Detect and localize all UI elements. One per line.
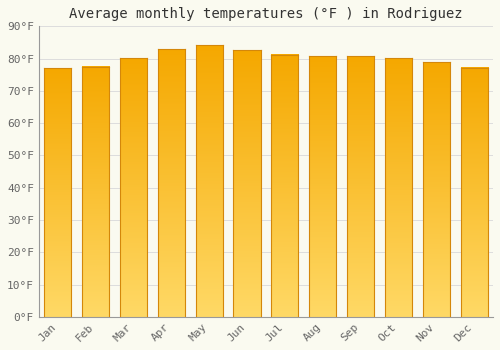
Title: Average monthly temperatures (°F ) in Rodriguez: Average monthly temperatures (°F ) in Ro… [69, 7, 462, 21]
